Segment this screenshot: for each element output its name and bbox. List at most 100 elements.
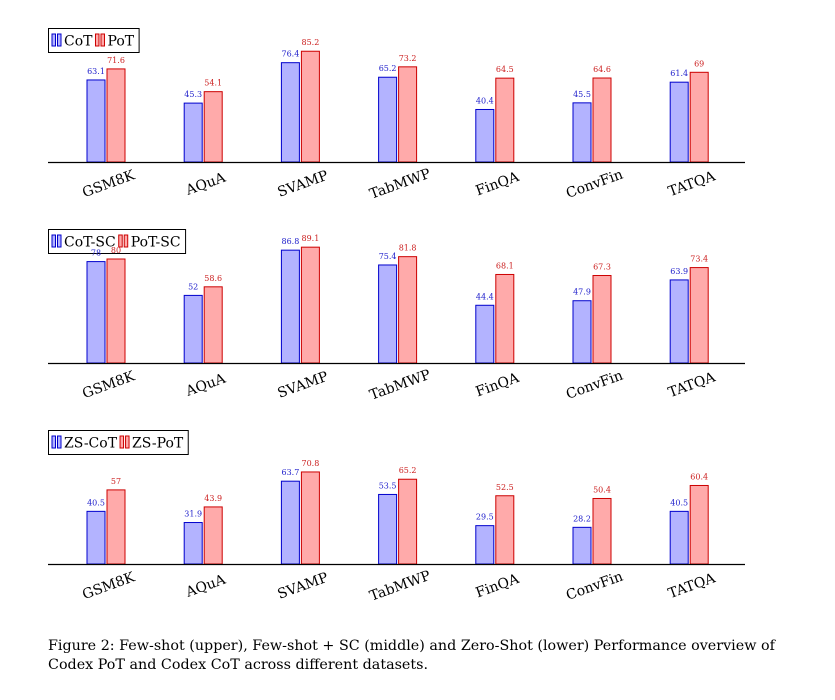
bar bbox=[495, 77, 515, 163]
data-label: 40.5 bbox=[87, 498, 105, 507]
data-label: 73.4 bbox=[690, 255, 708, 264]
bar bbox=[86, 510, 106, 565]
legend: ZS-CoT ZS-PoT bbox=[48, 430, 189, 455]
legend-swatch-bar bbox=[94, 33, 100, 47]
data-label: 64.6 bbox=[593, 65, 611, 74]
legend-swatch-bar bbox=[57, 33, 62, 47]
legend: CoT-SC PoT-SC bbox=[48, 229, 187, 254]
bar bbox=[280, 62, 300, 163]
legend-swatch-icon bbox=[51, 435, 62, 449]
x-tick-label: TATQA bbox=[666, 168, 718, 200]
legend-swatch-bar bbox=[51, 435, 56, 449]
data-label: 57 bbox=[111, 477, 121, 486]
bar bbox=[572, 300, 592, 364]
x-tick-label: FinQA bbox=[474, 370, 522, 401]
data-label: 60.4 bbox=[690, 472, 708, 481]
bar bbox=[203, 91, 223, 163]
x-tick-label: SVAMP bbox=[276, 570, 331, 603]
legend-label: PoT bbox=[107, 34, 134, 50]
data-label: 80 bbox=[111, 246, 121, 255]
x-tick-label: TATQA bbox=[666, 570, 718, 602]
x-tick-label: GSM8K bbox=[80, 167, 137, 201]
bar bbox=[300, 471, 320, 565]
data-label: 63.1 bbox=[87, 67, 105, 76]
data-label: 40.5 bbox=[670, 498, 688, 507]
bar bbox=[475, 525, 495, 565]
legend-frame bbox=[48, 28, 140, 53]
legend-frame bbox=[48, 229, 187, 254]
x-tick-label: ConvFin bbox=[564, 569, 625, 604]
legend-swatch-bar bbox=[57, 234, 62, 248]
bar bbox=[592, 77, 612, 163]
legend-label: PoT-SC bbox=[131, 235, 181, 251]
data-label: 53.5 bbox=[379, 481, 397, 490]
data-label: 63.9 bbox=[670, 267, 688, 276]
legend-swatch-icon bbox=[51, 33, 62, 47]
x-tick-label: AQuA bbox=[183, 370, 229, 400]
x-tick-label: ConvFin bbox=[564, 167, 625, 202]
data-label: 65.2 bbox=[399, 466, 417, 475]
legend-frame bbox=[48, 430, 189, 455]
data-label: 64.5 bbox=[496, 65, 514, 74]
x-tick-label: SVAMP bbox=[276, 369, 331, 402]
bar bbox=[592, 275, 612, 364]
data-label: 63.7 bbox=[281, 468, 299, 477]
legend-label: ZS-PoT bbox=[132, 436, 184, 452]
legend-swatch-icon bbox=[119, 435, 130, 449]
data-label: 40.4 bbox=[476, 96, 494, 105]
legend-swatch-bar bbox=[57, 435, 62, 449]
x-tick-label: SVAMP bbox=[276, 168, 331, 201]
legend-swatch-bar bbox=[119, 435, 125, 449]
data-label: 86.8 bbox=[281, 237, 299, 246]
x-tick-label: FinQA bbox=[474, 571, 522, 602]
data-label: 28.2 bbox=[573, 514, 591, 523]
bar bbox=[280, 249, 300, 364]
bar bbox=[689, 484, 709, 565]
legend-swatch-bar bbox=[118, 234, 123, 248]
data-label: 47.9 bbox=[573, 288, 591, 297]
bar bbox=[106, 68, 126, 163]
bar bbox=[203, 286, 223, 364]
chart-panel-2: CoT-SC PoT-SC 78 80 GSM8K 52 58.6 AQuA 86.8 89.1 S… bbox=[48, 229, 745, 404]
bar bbox=[183, 522, 203, 565]
x-tick-label: TabMWP bbox=[368, 568, 433, 605]
x-tick-label: TATQA bbox=[666, 369, 718, 401]
data-label: 69 bbox=[694, 59, 704, 68]
bar bbox=[669, 279, 689, 364]
bar bbox=[106, 258, 126, 364]
bar bbox=[203, 506, 223, 565]
data-label: 61.4 bbox=[670, 69, 688, 78]
bar bbox=[475, 304, 495, 364]
x-tick-label: TabMWP bbox=[368, 166, 433, 203]
data-label: 45.3 bbox=[184, 90, 202, 99]
bar bbox=[398, 478, 418, 565]
bar bbox=[183, 294, 203, 364]
bar bbox=[398, 66, 418, 163]
data-label: 43.9 bbox=[204, 494, 222, 503]
bar bbox=[669, 510, 689, 565]
figure-caption: Figure 2: Few-shot (upper), Few-shot + S… bbox=[48, 638, 775, 673]
legend-swatch-bar bbox=[51, 33, 56, 47]
legend-label: CoT bbox=[64, 34, 93, 50]
bar bbox=[495, 273, 515, 364]
x-tick-label: AQuA bbox=[183, 169, 229, 199]
x-tick-label: AQuA bbox=[183, 571, 229, 601]
data-label: 31.9 bbox=[184, 510, 202, 519]
data-label: 78 bbox=[91, 249, 101, 258]
bar bbox=[183, 102, 203, 163]
data-label: 75.4 bbox=[379, 252, 397, 261]
legend-swatch-bar bbox=[51, 234, 56, 248]
bar bbox=[86, 261, 106, 364]
chart-panel-1: CoT PoT 63.171.6 GSM8K 45.354.1 AQuA 76.485.2 S… bbox=[48, 28, 745, 203]
bar bbox=[398, 256, 418, 364]
data-label: 73.2 bbox=[399, 54, 417, 63]
bar bbox=[106, 489, 126, 565]
bar bbox=[300, 50, 320, 163]
bar bbox=[378, 76, 398, 163]
data-label: 45.5 bbox=[573, 90, 591, 99]
bar bbox=[475, 108, 495, 163]
x-tick-label: FinQA bbox=[474, 169, 522, 200]
x-tick-label: GSM8K bbox=[80, 569, 137, 603]
data-label: 70.8 bbox=[301, 459, 319, 468]
data-label: 58.6 bbox=[204, 274, 222, 283]
